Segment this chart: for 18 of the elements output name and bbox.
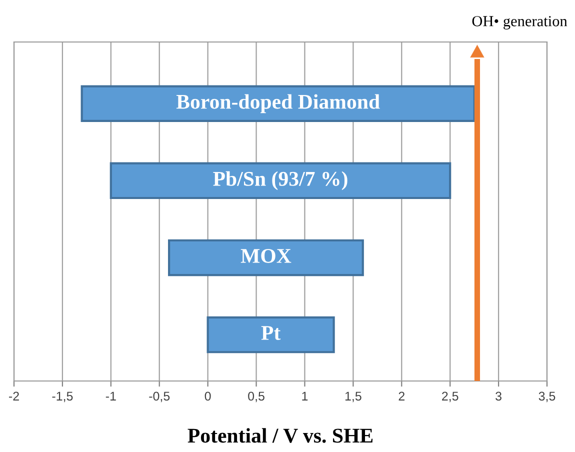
y-tick-label: MOX xyxy=(240,248,292,263)
x-tick-label: 2 xyxy=(398,392,404,400)
x-axis-title: Potential / V vs. SHE xyxy=(188,428,373,443)
x-tick-label: 2,5 xyxy=(442,392,458,402)
x-tick-label: 0,5 xyxy=(248,392,264,402)
x-tick-label: 0 xyxy=(204,392,211,401)
y-tick-label: Pb/Sn (93/7 %) xyxy=(213,171,348,190)
y-tick-label: Boron-doped Diamond xyxy=(176,94,380,114)
x-tick-label: 3 xyxy=(496,392,502,401)
y-tick-label: Pt xyxy=(261,326,281,340)
x-tick-label: 1,5 xyxy=(345,392,362,402)
x-tick-label: 1 xyxy=(302,392,308,400)
x-tick-label: -1,5 xyxy=(52,392,73,402)
x-tick-label: -1 xyxy=(106,392,116,400)
x-tick-label: -0,5 xyxy=(149,392,170,402)
x-tick-label: 3,5 xyxy=(538,392,556,402)
ref-line-label: OH• generation xyxy=(472,16,568,30)
x-tick-label: -2 xyxy=(9,392,19,400)
